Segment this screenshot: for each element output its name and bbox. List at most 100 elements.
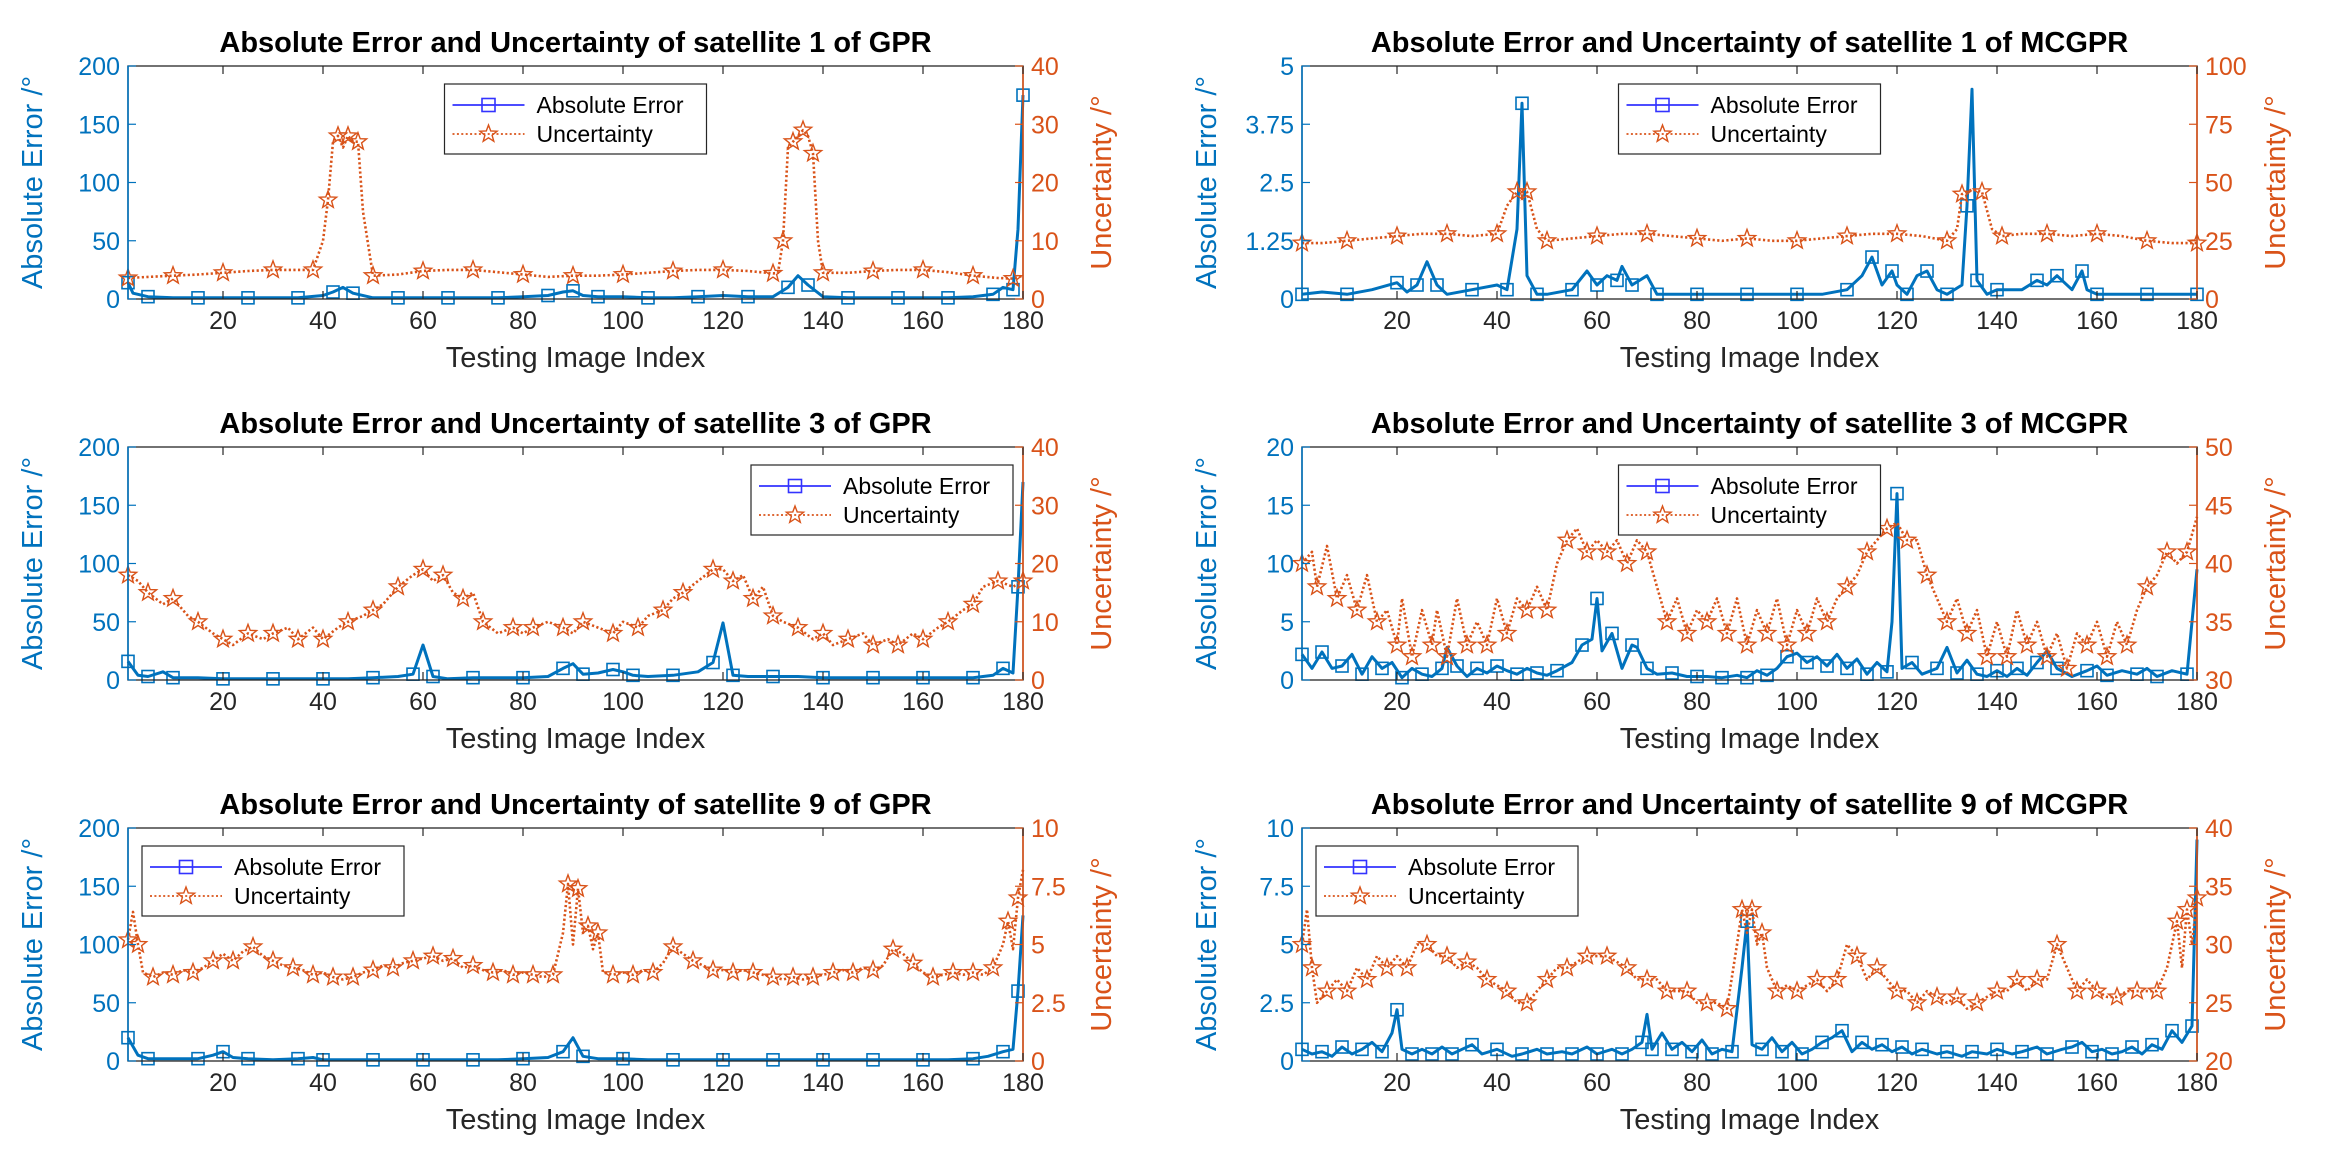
- error-marker: [741, 289, 755, 304]
- uncertainty-marker: [202, 949, 224, 970]
- error-marker: [1800, 655, 1814, 670]
- y-axis-label-right: Uncertainty /°: [1086, 476, 1118, 650]
- y-tick-label-left: 150: [78, 873, 120, 901]
- error-marker: [816, 670, 830, 685]
- uncertainty-marker: [962, 264, 984, 285]
- y-tick-label-right: 35: [2205, 873, 2233, 901]
- uncertainty-marker: [1616, 956, 1638, 977]
- error-marker: [1685, 1044, 1699, 1059]
- uncertainty-marker: [1596, 540, 1618, 561]
- x-tick-label: 80: [509, 1069, 537, 1097]
- y-tick-label-right: 50: [2205, 170, 2233, 198]
- uncertainty-marker: [422, 945, 444, 966]
- uncertainty-marker: [1616, 552, 1638, 573]
- error-marker: [1530, 287, 1544, 302]
- uncertainty-marker: [1002, 267, 1024, 288]
- subplot-5: 20 40 60 80 100 120 140 160 18005010015020002.55…: [17, 789, 1118, 1136]
- uncertainty-marker: [837, 628, 859, 649]
- error-marker: [266, 672, 280, 686]
- error-marker: [766, 669, 780, 684]
- uncertainty-marker: [997, 910, 1019, 931]
- y-tick-label-right: 40: [2205, 551, 2233, 579]
- error-marker: [966, 670, 980, 685]
- error-marker: [841, 291, 855, 305]
- uncertainty-marker: [1576, 540, 1598, 561]
- uncertainty-marker: [2146, 980, 2168, 1001]
- uncertainty-marker: [1486, 222, 1508, 243]
- y-tick-label-right: 0: [1031, 667, 1045, 695]
- error-marker: [1625, 278, 1639, 292]
- error-marker: [1965, 1044, 1979, 1059]
- subplot-4: 20 40 60 80 100 120 140 160 180 0 5 10 15 20 30 35 40 45 5…: [1191, 408, 2292, 755]
- uncertainty-marker: [862, 633, 884, 654]
- error-marker: [1395, 670, 1409, 685]
- error-marker: [1775, 1044, 1789, 1059]
- x-tick-label: 100: [602, 1069, 644, 1097]
- uncertainty-marker: [1386, 633, 1408, 654]
- x-tick-label: 100: [1776, 1069, 1818, 1097]
- error-marker: [2065, 1040, 2079, 1054]
- y-tick-label-left: 7.5: [1259, 873, 1294, 901]
- error-marker: [1790, 287, 1804, 302]
- uncertainty-marker: [402, 949, 424, 970]
- error-marker: [1665, 1042, 1679, 1057]
- error-marker: [166, 670, 180, 685]
- uncertainty-marker: [742, 587, 764, 608]
- error-marker: [996, 1044, 1010, 1059]
- uncertainty-marker: [1536, 229, 1558, 250]
- uncertainty-marker: [502, 616, 524, 637]
- uncertainty-marker: [1326, 587, 1348, 608]
- uncertainty-marker: [462, 954, 484, 975]
- uncertainty-marker: [1716, 622, 1738, 643]
- error-marker: [191, 291, 205, 305]
- uncertainty-marker: [2026, 968, 2048, 989]
- y-tick-label-left: 3.75: [1245, 111, 1294, 139]
- uncertainty-marker: [702, 959, 724, 980]
- uncertainty-marker: [1826, 968, 1848, 989]
- x-tick-label: 160: [2076, 688, 2118, 716]
- uncertainty-marker: [1676, 980, 1698, 1001]
- x-axis-label: Testing Image Index: [446, 342, 706, 374]
- error-marker: [1650, 287, 1664, 302]
- uncertainty-marker: [337, 124, 359, 145]
- uncertainty-marker: [1556, 956, 1578, 977]
- uncertainty-marker: [522, 616, 544, 637]
- y-tick-label-right: 20: [1031, 170, 1059, 198]
- error-marker: [556, 661, 570, 676]
- error-marker: [1500, 282, 1514, 297]
- uncertainty-marker: [762, 262, 784, 283]
- error-marker: [801, 278, 815, 292]
- uncertainty-marker: [552, 616, 574, 637]
- y-tick-label-right: 0: [1031, 1048, 1045, 1076]
- uncertainty-marker: [1356, 968, 1378, 989]
- error-marker: [1865, 250, 1879, 264]
- uncertainty-marker: [1906, 991, 1928, 1012]
- uncertainty-marker: [1816, 610, 1838, 631]
- y-tick-label-left: 0: [1280, 286, 1294, 314]
- legend-error-label: Absolute Error: [843, 473, 990, 499]
- error-marker: [576, 1049, 590, 1064]
- uncertainty-marker: [1976, 645, 1998, 666]
- legend-error-marker: [1655, 97, 1670, 113]
- uncertainty-marker: [1696, 991, 1718, 1012]
- y-tick-label-right: 35: [2205, 609, 2233, 637]
- error-marker: [1875, 1037, 1889, 1052]
- error-marker: [2145, 1037, 2159, 1052]
- error-marker: [1625, 638, 1639, 652]
- uncertainty-marker: [2136, 229, 2158, 250]
- error-marker: [1315, 1044, 1329, 1059]
- legend-error-label: Absolute Error: [234, 854, 381, 880]
- uncertainty-marker: [1436, 645, 1458, 666]
- uncertainty-marker: [452, 587, 474, 608]
- error-marker: [1705, 1047, 1719, 1061]
- uncertainty-marker: [762, 604, 784, 625]
- error-marker: [1565, 1047, 1579, 1061]
- x-tick-label: 60: [1583, 1069, 1611, 1097]
- y-tick-label-right: 40: [1031, 53, 1059, 81]
- uncertainty-marker: [312, 628, 334, 649]
- legend-error-label: Absolute Error: [1711, 473, 1858, 499]
- uncertainty-marker: [1736, 633, 1758, 654]
- uncertainty-marker: [1396, 956, 1418, 977]
- error-marker: [1375, 661, 1389, 676]
- uncertainty-marker: [222, 949, 244, 970]
